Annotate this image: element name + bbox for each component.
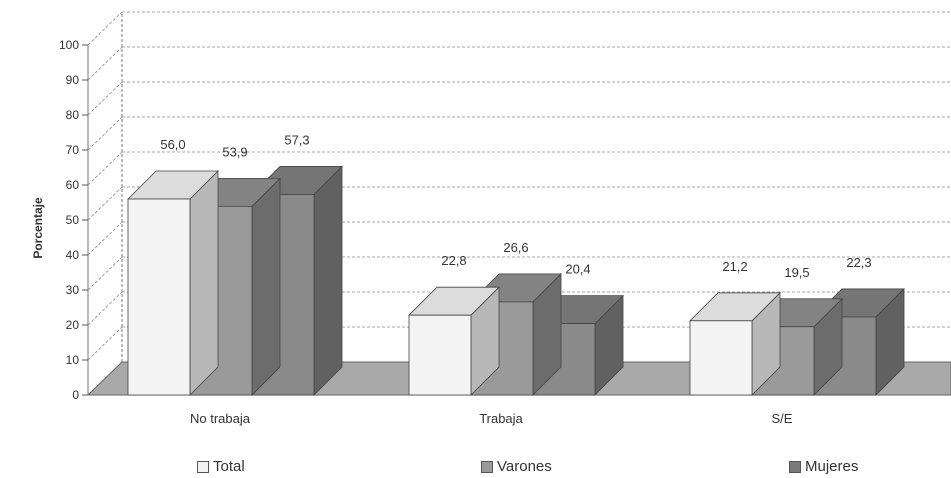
x-tick-label-trabaja: Trabaja	[479, 411, 523, 426]
legend-swatch-total	[197, 460, 209, 473]
side-gridline	[87, 291, 123, 326]
side-gridline	[87, 256, 123, 291]
bars	[127, 165, 905, 396]
data-label-mujeres-no-trabaja: 57,3	[284, 132, 309, 147]
bar-side	[189, 170, 219, 396]
side-gridline	[87, 11, 123, 46]
bar-side	[313, 165, 343, 396]
y-tick-label: 30	[66, 283, 80, 297]
y-tick-label: 80	[66, 108, 80, 122]
bar-total-no-trabaja	[127, 170, 219, 396]
side-gridline	[87, 221, 123, 256]
y-tick-label: 40	[66, 248, 80, 262]
side-gridline	[87, 326, 123, 361]
legend-label-total: Total	[213, 458, 245, 475]
legend: Total Varones Mujeres	[0, 458, 951, 478]
x-tick-label-s-e: S/E	[772, 411, 793, 426]
data-label-varones-trabaja: 26,6	[503, 240, 528, 255]
legend-label-varones: Varones	[497, 458, 552, 475]
data-label-total-s-e: 21,2	[722, 259, 747, 274]
y-tick-label: 20	[66, 318, 80, 332]
legend-item-total: Total	[197, 458, 245, 475]
data-label-varones-s-e: 19,5	[784, 265, 809, 280]
side-gridline	[87, 46, 123, 81]
bar-total-trabaja	[408, 286, 500, 396]
legend-swatch-varones	[481, 460, 493, 473]
side-gridline	[87, 186, 123, 221]
y-tick-label: 100	[59, 38, 79, 52]
y-tick-label: 0	[72, 388, 79, 402]
side-gridline	[87, 151, 123, 186]
side-gridline	[87, 116, 123, 151]
bar-front	[689, 320, 753, 396]
y-tick-label: 10	[66, 353, 80, 367]
y-axis-label: Porcentaje	[31, 197, 45, 259]
data-label-total-no-trabaja: 56,0	[160, 137, 185, 152]
x-axis-labels: No trabaja Trabaja S/E	[190, 411, 793, 426]
data-label-total-trabaja: 22,8	[441, 253, 466, 268]
y-tick-label: 70	[66, 143, 80, 157]
y-tick-label: 90	[66, 73, 80, 87]
data-labels: 57,3 53,9 56,0 20,4 26,6 22,8 22,3 19,5 21,2	[160, 132, 871, 279]
bar-side	[251, 177, 281, 396]
chart-walls	[87, 12, 123, 395]
data-label-varones-no-trabaja: 53,9	[222, 144, 247, 159]
y-tick-label: 60	[66, 178, 80, 192]
x-tick-label-no-trabaja: No trabaja	[190, 411, 251, 426]
y-axis-ticks: 0 10 20 30 40 50 60 70 80 90 100	[59, 38, 88, 402]
legend-label-mujeres: Mujeres	[805, 458, 859, 475]
bar-total-s-e	[689, 291, 781, 396]
legend-item-mujeres: Mujeres	[789, 458, 858, 475]
legend-swatch-mujeres	[789, 460, 801, 473]
y-tick-label: 50	[66, 213, 80, 227]
data-label-mujeres-trabaja: 20,4	[565, 262, 590, 277]
data-label-mujeres-s-e: 22,3	[846, 255, 871, 270]
bar-front	[408, 314, 472, 396]
legend-item-varones: Varones	[481, 458, 552, 475]
bar-front	[127, 198, 191, 396]
side-gridline	[87, 81, 123, 116]
